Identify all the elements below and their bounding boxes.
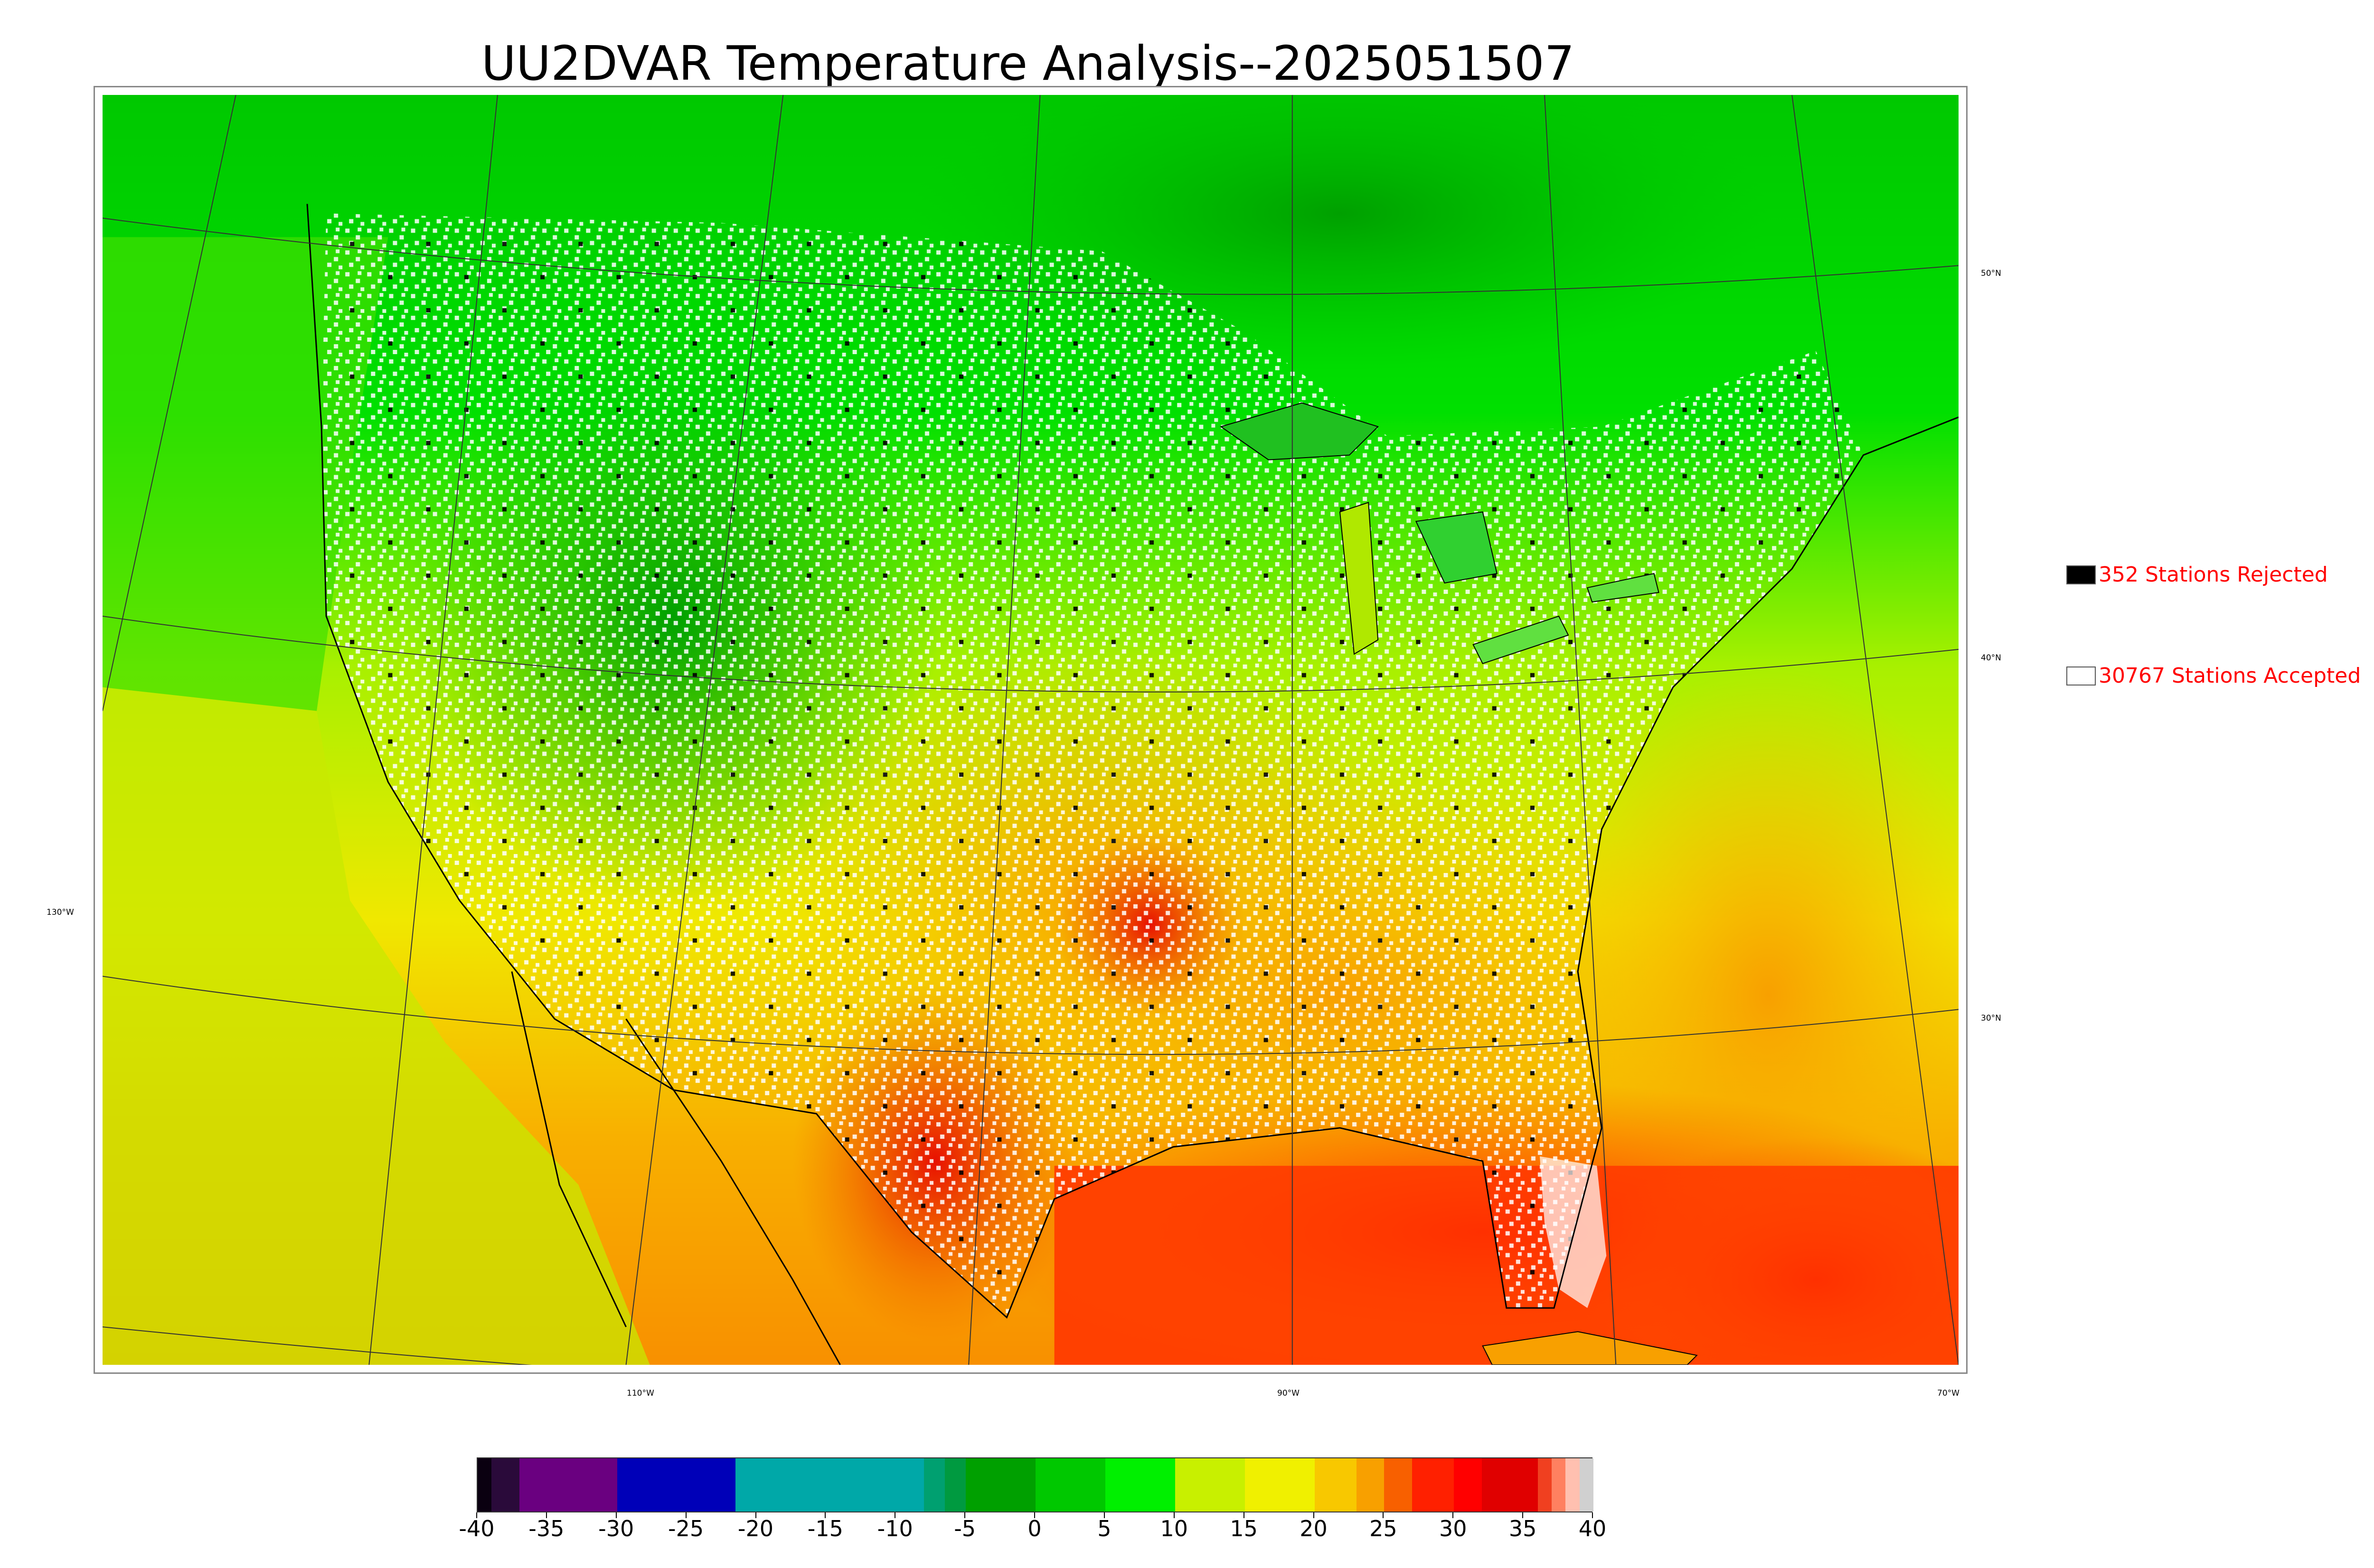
colorbar-segment [1314, 1458, 1357, 1512]
colorbar-tick-label: 25 [1369, 1516, 1397, 1541]
colorbar-segment [1384, 1458, 1413, 1512]
lon-label-110w: 110°W [627, 1389, 654, 1398]
colorbar-segment [519, 1458, 617, 1512]
colorbar-segment [1454, 1458, 1482, 1512]
colorbar-segment [1105, 1458, 1175, 1512]
lake-superior [1220, 402, 1379, 460]
colorbar-segment [1551, 1458, 1566, 1512]
colorbar-tick [476, 1512, 477, 1518]
lat-label-30n: 30°N [1981, 1014, 2001, 1023]
colorbar-segment [491, 1458, 520, 1512]
colorbar-tick-label: 35 [1508, 1516, 1537, 1541]
colorbar-tick [615, 1512, 617, 1518]
map-title: UU2DVAR Temperature Analysis--2025051507 [481, 36, 1575, 91]
colorbar-tick-label: -40 [459, 1516, 495, 1541]
colorbar-tick [1034, 1512, 1035, 1518]
colorbar-segment [1482, 1458, 1538, 1512]
lake-michigan [1339, 502, 1379, 655]
lake-erie [1472, 615, 1569, 664]
accepted-swatch [2066, 666, 2096, 685]
temperature-map [94, 86, 1968, 1374]
rejected-label: 352 Stations Rejected [2099, 563, 2328, 587]
colorbar-tick [546, 1512, 547, 1518]
legend-rejected: 352 Stations Rejected [2066, 563, 2328, 587]
colorbar-segment [1244, 1458, 1315, 1512]
baja-coast [625, 1018, 841, 1365]
temperature-colorbar [477, 1457, 1593, 1512]
colorbar-tick [1313, 1512, 1314, 1518]
colorbar-segment [1412, 1458, 1454, 1512]
colorbar-tick [685, 1512, 687, 1518]
lon-label-90w: 90°W [1277, 1389, 1300, 1398]
cuba [1482, 1331, 1698, 1365]
colorbar-tick [1383, 1512, 1384, 1518]
meridian-80w [1544, 95, 1617, 1365]
meridian-130w [103, 95, 236, 711]
colorbar-tick-label: -20 [737, 1516, 774, 1541]
colorbar-tick [1592, 1512, 1593, 1518]
parallel-30n [103, 976, 1959, 1055]
colorbar-tick [1452, 1512, 1454, 1518]
colorbar-tick [825, 1512, 826, 1518]
colorbar-tick [964, 1512, 966, 1518]
meridian-110w [625, 95, 784, 1365]
colorbar-tick-label: 5 [1097, 1516, 1112, 1541]
parallel-40n [103, 615, 1959, 693]
colorbar-tick-label: 30 [1439, 1516, 1467, 1541]
lake-huron [1415, 511, 1498, 584]
colorbar-segment [1579, 1458, 1593, 1512]
colorbar-tick-label: -10 [877, 1516, 913, 1541]
colorbar-tick-label: 10 [1160, 1516, 1188, 1541]
coastline [306, 204, 1959, 1319]
colorbar-segment [478, 1458, 492, 1512]
parallel-20n [103, 1326, 532, 1365]
meridian-120w [368, 95, 498, 1365]
lon-label-70w: 70°W [1937, 1389, 1959, 1398]
temperature-field [103, 95, 1959, 1365]
colorbar-tick-label: 40 [1578, 1516, 1607, 1541]
colorbar-tick-label: -30 [598, 1516, 634, 1541]
colorbar-segment [966, 1458, 1036, 1512]
colorbar-segment [735, 1458, 924, 1512]
colorbar-segment [924, 1458, 945, 1512]
lat-label-40n: 40°N [1981, 653, 2001, 663]
meridian-100w [968, 95, 1041, 1365]
legend-accepted: 30767 Stations Accepted [2066, 664, 2361, 688]
meridian-70w [1791, 95, 1959, 1365]
colorbar-segment [1565, 1458, 1580, 1512]
colorbar-segment [1036, 1458, 1105, 1512]
colorbar-segment [617, 1458, 736, 1512]
colorbar-tick-label: 20 [1300, 1516, 1328, 1541]
colorbar-tick-label: -5 [954, 1516, 976, 1541]
colorbar-segment [945, 1458, 966, 1512]
colorbar-tick-label: -35 [528, 1516, 565, 1541]
colorbar-segment [1175, 1458, 1245, 1512]
baja-peninsula [511, 971, 627, 1327]
colorbar-tick-label: 15 [1230, 1516, 1258, 1541]
colorbar-tick-label: -15 [807, 1516, 843, 1541]
colorbar-segment [1537, 1458, 1552, 1512]
lake-ontario [1586, 573, 1659, 603]
lon-label-130w: 130°W [47, 908, 74, 917]
colorbar-tick-label: 0 [1027, 1516, 1042, 1541]
colorbar-tick [1522, 1512, 1524, 1518]
colorbar-tick [755, 1512, 756, 1518]
colorbar-segment [1356, 1458, 1385, 1512]
accepted-label: 30767 Stations Accepted [2099, 664, 2361, 688]
colorbar-tick [1173, 1512, 1175, 1518]
colorbar-tick [1103, 1512, 1105, 1518]
parallel-50n [103, 217, 1959, 295]
colorbar-tick-label: -25 [668, 1516, 704, 1541]
rejected-swatch [2066, 565, 2096, 584]
lat-label-50n: 50°N [1981, 269, 2001, 278]
